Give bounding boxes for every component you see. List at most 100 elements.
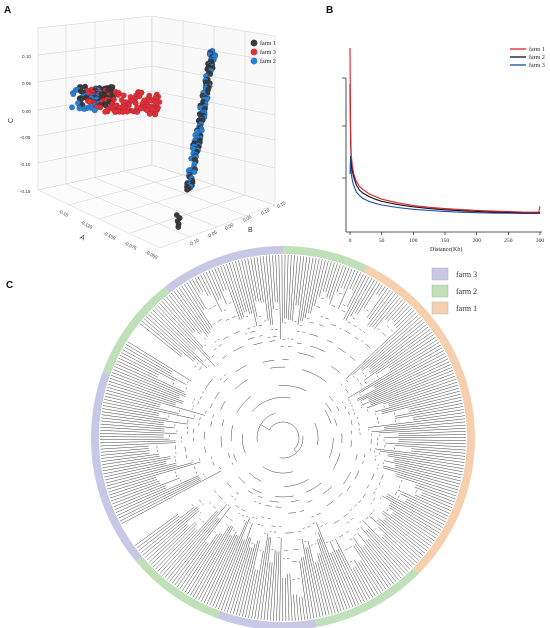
tree-branch	[184, 446, 186, 452]
tree-branch	[381, 512, 430, 549]
tree-branch	[258, 324, 262, 326]
tree-branch	[221, 523, 253, 611]
tree-branch	[247, 490, 253, 494]
tree-branch	[198, 535, 233, 601]
tree-branch	[370, 373, 455, 406]
series-line-farm-1	[349, 47, 541, 213]
x-tick-label: 300	[536, 238, 545, 244]
tree-branch	[301, 538, 318, 618]
tree-branch	[248, 472, 262, 482]
group-ring-segment	[135, 556, 221, 619]
tree-branch	[192, 526, 234, 598]
tree-branch	[350, 402, 352, 405]
tree-branch	[326, 541, 329, 543]
tree-branch	[288, 512, 297, 514]
tree-branch	[374, 297, 401, 329]
tree-branch	[103, 402, 160, 414]
tree-branch	[118, 357, 159, 378]
tree-branch	[159, 510, 218, 574]
tree-branch	[174, 541, 207, 586]
tree-branch	[210, 403, 213, 409]
tree-branch	[314, 422, 319, 446]
tree-branch	[152, 309, 195, 352]
tree-branch	[112, 477, 180, 505]
tree-branch	[106, 462, 193, 487]
tree-branch	[140, 506, 198, 554]
tree-branch	[345, 276, 370, 321]
tree-branch	[257, 523, 261, 525]
tree-branch	[357, 416, 359, 419]
tree-branch	[381, 536, 413, 568]
tree-branch	[360, 367, 452, 406]
z-tick-label: 0.05	[22, 81, 31, 86]
scatter-point	[112, 109, 119, 116]
tree-branch	[383, 519, 426, 554]
tree-branch	[358, 500, 362, 503]
tree-branch	[371, 473, 375, 480]
tree-branch	[259, 256, 269, 321]
tree-branch	[195, 471, 198, 474]
tree-branch	[121, 352, 175, 381]
tree-branch	[307, 547, 324, 617]
tree-branch	[214, 391, 220, 400]
tree-branch	[378, 518, 424, 556]
tree-branch	[108, 477, 157, 493]
tree-branch	[141, 321, 183, 355]
tree-branch	[376, 519, 422, 559]
tree-branch	[193, 466, 196, 470]
tree-branch	[212, 517, 250, 608]
tree-branch	[325, 402, 332, 412]
tree-branch	[203, 273, 223, 312]
tree-branch	[353, 545, 384, 592]
tree-branch	[391, 514, 433, 544]
tree-branch	[171, 506, 231, 584]
tree-branch	[331, 365, 341, 373]
tree-branch	[331, 305, 336, 308]
group-ring-segment	[363, 265, 476, 574]
legend-swatch-farm-2	[431, 284, 449, 298]
legend-swatch-farm-1	[431, 301, 449, 315]
tree-branch	[176, 543, 209, 588]
tree-branch	[223, 336, 229, 340]
tree-branch	[301, 596, 305, 620]
tree-branch	[364, 545, 394, 584]
tree-branch	[113, 369, 180, 397]
tree-branch	[226, 482, 232, 488]
series-line-farm-3	[349, 155, 540, 214]
tree-branch	[100, 420, 175, 429]
tree-branch	[203, 534, 237, 604]
tree-branch	[373, 491, 375, 494]
tree-branch	[398, 485, 401, 489]
tree-branch	[393, 460, 463, 476]
tree-branch	[199, 396, 202, 400]
tree-branch	[316, 512, 321, 516]
tree-branch	[310, 259, 323, 314]
tree-branch	[300, 256, 311, 322]
group-ring-segment	[102, 500, 127, 540]
tree-branch	[266, 562, 273, 621]
tree-branch	[272, 255, 276, 303]
tree-branch	[172, 382, 175, 385]
tree-branch	[329, 540, 359, 605]
tree-branch	[262, 359, 275, 363]
tree-branch	[113, 485, 166, 508]
group-ring-segment	[314, 568, 419, 628]
tree-branch	[100, 433, 164, 436]
tree-branch	[193, 398, 195, 401]
tree-branch	[377, 328, 380, 331]
tree-branch	[324, 409, 332, 424]
tree-branch	[338, 492, 343, 497]
tree-branch	[395, 406, 464, 419]
tree-branch	[114, 366, 186, 397]
tree-branch	[388, 504, 438, 536]
tree-branch	[360, 317, 421, 370]
tree-branch	[107, 461, 201, 490]
tree-branch	[388, 381, 458, 405]
tree-branch	[139, 323, 182, 357]
tree-branch	[295, 594, 299, 621]
tree-branch	[377, 375, 379, 378]
tree-branch	[331, 324, 337, 327]
tree-branch	[114, 487, 167, 510]
tree-branch	[309, 333, 318, 337]
tree-branch	[414, 486, 455, 503]
